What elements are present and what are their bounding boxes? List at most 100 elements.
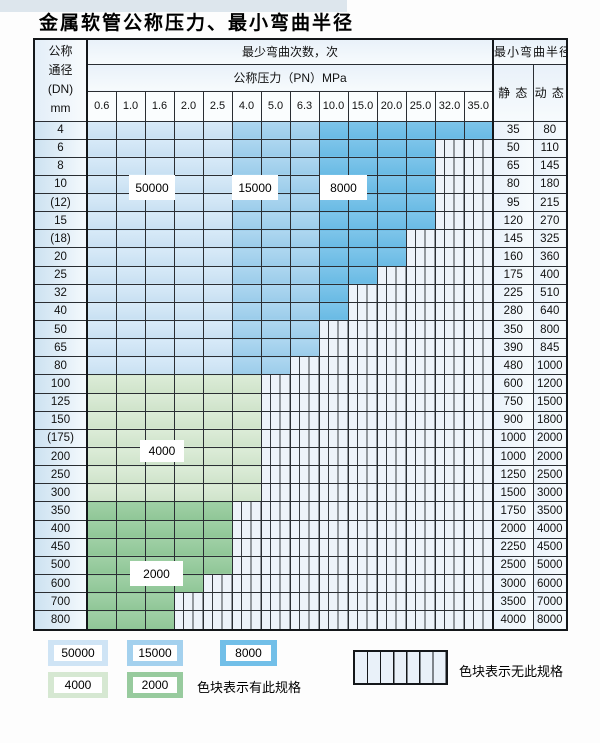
static-radius-cell: 1750 bbox=[492, 501, 534, 521]
bend-cycles-cell bbox=[115, 247, 146, 267]
no-spec-cell bbox=[463, 410, 494, 430]
pressure-values-row: 0.6 1.0 1.6 2.0 2.5 4.0 5.0 6.3 10.0 15.0 20.0 25.0… bbox=[34, 90, 567, 122]
bend-cycles-cell bbox=[376, 174, 407, 195]
dynamic-radius-cell: 640 bbox=[532, 301, 568, 322]
dynamic-radius-cell: 325 bbox=[532, 229, 568, 249]
bend-cycles-cell bbox=[86, 338, 117, 358]
dn-cell: 15 bbox=[33, 211, 88, 231]
bend-cycles-cell bbox=[376, 193, 407, 213]
bend-cycles-cell bbox=[86, 156, 117, 176]
no-spec-cell bbox=[376, 555, 407, 576]
no-spec-cell bbox=[260, 410, 291, 430]
static-radius-cell: 50 bbox=[492, 138, 534, 158]
no-spec-cell bbox=[463, 465, 494, 485]
bend-cycles-cell bbox=[318, 120, 349, 140]
no-spec-cell bbox=[260, 537, 291, 557]
dn-cell: 8 bbox=[33, 156, 88, 176]
no-spec-cell bbox=[405, 447, 436, 467]
bend-cycles-cell bbox=[173, 283, 204, 303]
no-spec-cell bbox=[463, 138, 494, 158]
bend-cycles-cell bbox=[173, 193, 204, 213]
bend-cycles-cell bbox=[202, 283, 233, 303]
bend-cycles-cell bbox=[260, 301, 291, 322]
no-spec-cell bbox=[289, 592, 320, 612]
no-spec-cell bbox=[434, 174, 465, 195]
bend-cycles-cell bbox=[202, 519, 233, 539]
no-spec-cell bbox=[289, 483, 320, 503]
table-row: 150 900 1800 bbox=[33, 410, 568, 430]
static-radius-cell: 225 bbox=[492, 283, 534, 303]
no-spec-cell bbox=[347, 501, 378, 521]
bend-cycles-cell bbox=[115, 519, 146, 539]
no-spec-cell bbox=[463, 392, 494, 412]
bend-cycles-cell bbox=[173, 374, 204, 394]
bend-cycles-cell bbox=[173, 265, 204, 285]
dn-header-line: (DN) bbox=[47, 82, 74, 97]
no-spec-cell bbox=[405, 501, 436, 521]
table-row: 15 120 270 bbox=[33, 211, 568, 231]
bend-cycles-cell bbox=[318, 156, 349, 176]
dn-cell: (18) bbox=[33, 229, 88, 249]
bend-cycles-cell bbox=[144, 138, 175, 158]
table-row: 65 390 845 bbox=[33, 338, 568, 358]
bend-cycles-cell bbox=[202, 320, 233, 340]
bend-cycles-cell bbox=[434, 120, 465, 140]
bend-cycles-cell bbox=[202, 174, 233, 195]
bend-cycles-cell bbox=[86, 193, 117, 213]
no-spec-cell bbox=[260, 392, 291, 412]
bend-cycles-cell bbox=[144, 156, 175, 176]
table-row: 25 175 400 bbox=[33, 265, 568, 285]
no-spec-cell bbox=[260, 610, 291, 631]
no-spec-cell bbox=[376, 592, 407, 612]
no-spec-cell bbox=[434, 519, 465, 539]
bend-cycles-cell bbox=[144, 320, 175, 340]
dn-cell: 50 bbox=[33, 320, 88, 340]
no-spec-cell bbox=[376, 537, 407, 557]
dynamic-radius-cell: 5000 bbox=[532, 555, 568, 576]
bend-cycles-cell bbox=[173, 138, 204, 158]
bend-cycles-cell bbox=[202, 555, 233, 576]
no-spec-cell bbox=[260, 483, 291, 503]
dynamic-radius-cell: 1500 bbox=[532, 392, 568, 412]
no-spec-cell bbox=[347, 574, 378, 594]
no-spec-cell bbox=[289, 356, 320, 376]
bend-cycles-cell bbox=[144, 501, 175, 521]
bend-cycles-cell bbox=[260, 229, 291, 249]
no-spec-cell bbox=[318, 610, 349, 631]
static-radius-cell: 3000 bbox=[492, 574, 534, 594]
dynamic-radius-cell: 110 bbox=[532, 138, 568, 158]
dn-header-line: 公称 bbox=[48, 44, 73, 59]
dn-cell: 80 bbox=[33, 356, 88, 376]
no-spec-cell bbox=[347, 555, 378, 576]
no-spec-cell bbox=[405, 229, 436, 249]
dn-cell: 250 bbox=[33, 465, 88, 485]
bend-cycles-cell bbox=[376, 156, 407, 176]
no-spec-cell bbox=[347, 301, 378, 322]
no-spec-cell bbox=[347, 410, 378, 430]
bend-cycles-cell bbox=[231, 120, 262, 140]
no-spec-cell bbox=[318, 465, 349, 485]
no-spec-cell bbox=[463, 592, 494, 612]
bend-cycles-cell bbox=[289, 265, 320, 285]
bend-cycles-cell bbox=[231, 465, 262, 485]
dn-cell: 4 bbox=[33, 120, 88, 140]
dn-cell: 400 bbox=[33, 519, 88, 539]
bend-cycles-cell bbox=[318, 229, 349, 249]
bend-cycles-cell bbox=[86, 138, 117, 158]
table-row: 40 280 640 bbox=[33, 301, 568, 322]
no-spec-cell bbox=[434, 320, 465, 340]
bend-cycles-cell bbox=[405, 138, 436, 158]
bend-cycles-cell bbox=[86, 610, 117, 631]
pressure-value: 1.6 bbox=[144, 90, 175, 122]
bend-cycles-cell bbox=[173, 229, 204, 249]
bend-cycles-cell bbox=[202, 410, 233, 430]
no-spec-cell bbox=[347, 465, 378, 485]
dn-cell: 40 bbox=[33, 301, 88, 322]
bend-cycles-cell bbox=[347, 229, 378, 249]
no-spec-cell bbox=[434, 374, 465, 394]
bend-cycles-cell bbox=[405, 193, 436, 213]
no-spec-cell bbox=[318, 537, 349, 557]
bend-cycles-cell bbox=[173, 410, 204, 430]
bend-cycles-cell bbox=[86, 283, 117, 303]
no-spec-cell bbox=[434, 610, 465, 631]
